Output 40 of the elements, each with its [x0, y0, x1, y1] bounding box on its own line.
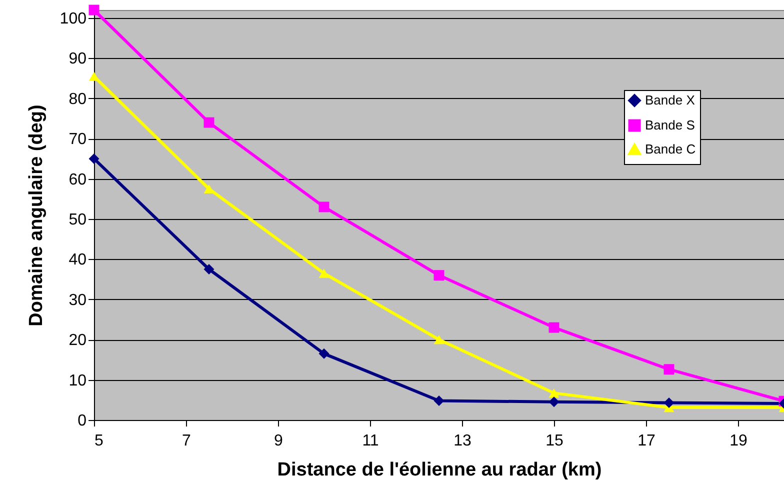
legend-label: Bande C: [645, 142, 696, 156]
y-tick-label: 30: [68, 292, 87, 309]
legend-label: Bande X: [645, 92, 696, 108]
point: [434, 395, 444, 406]
y-tick-label: 20: [68, 332, 87, 350]
y-tick-label: 10: [68, 372, 87, 390]
point: [434, 335, 444, 344]
x-tick-label: 17: [638, 432, 656, 450]
x-axis-title: Distance de l'éolienne au radar (km): [277, 460, 602, 480]
x-tick-label: 11: [362, 432, 379, 450]
x-tick-label: 13: [454, 432, 472, 450]
x-tick-label: 15: [546, 432, 564, 450]
point: [664, 364, 674, 375]
x-tick-label: 19: [730, 432, 748, 450]
y-tick-label: 40: [68, 252, 87, 269]
x-tick-label: 9: [274, 432, 284, 450]
y-tick-label: 100: [60, 10, 87, 28]
point: [204, 184, 214, 194]
y-axis-title: Domaine angulaire (deg): [26, 104, 47, 326]
point: [204, 117, 214, 128]
point: [664, 397, 674, 408]
point: [318, 202, 330, 212]
y-tick-label: 80: [68, 90, 87, 108]
point: [548, 388, 560, 398]
point: [434, 270, 444, 281]
x-tick-label: 5: [94, 432, 104, 450]
y-tick-label: 60: [68, 171, 87, 188]
point: [548, 322, 560, 333]
point: [204, 264, 214, 275]
point: [318, 268, 330, 278]
y-tick-label: 50: [68, 212, 87, 229]
point: [88, 153, 100, 164]
y-tick-label: 70: [68, 131, 87, 148]
x-tick-label: 7: [182, 432, 192, 450]
point: [548, 396, 560, 408]
point: [88, 4, 100, 16]
y-tick-label: 0: [78, 412, 87, 430]
point: [318, 348, 330, 359]
legend-label: Bande S: [645, 118, 696, 132]
y-tick-label: 90: [68, 50, 87, 68]
